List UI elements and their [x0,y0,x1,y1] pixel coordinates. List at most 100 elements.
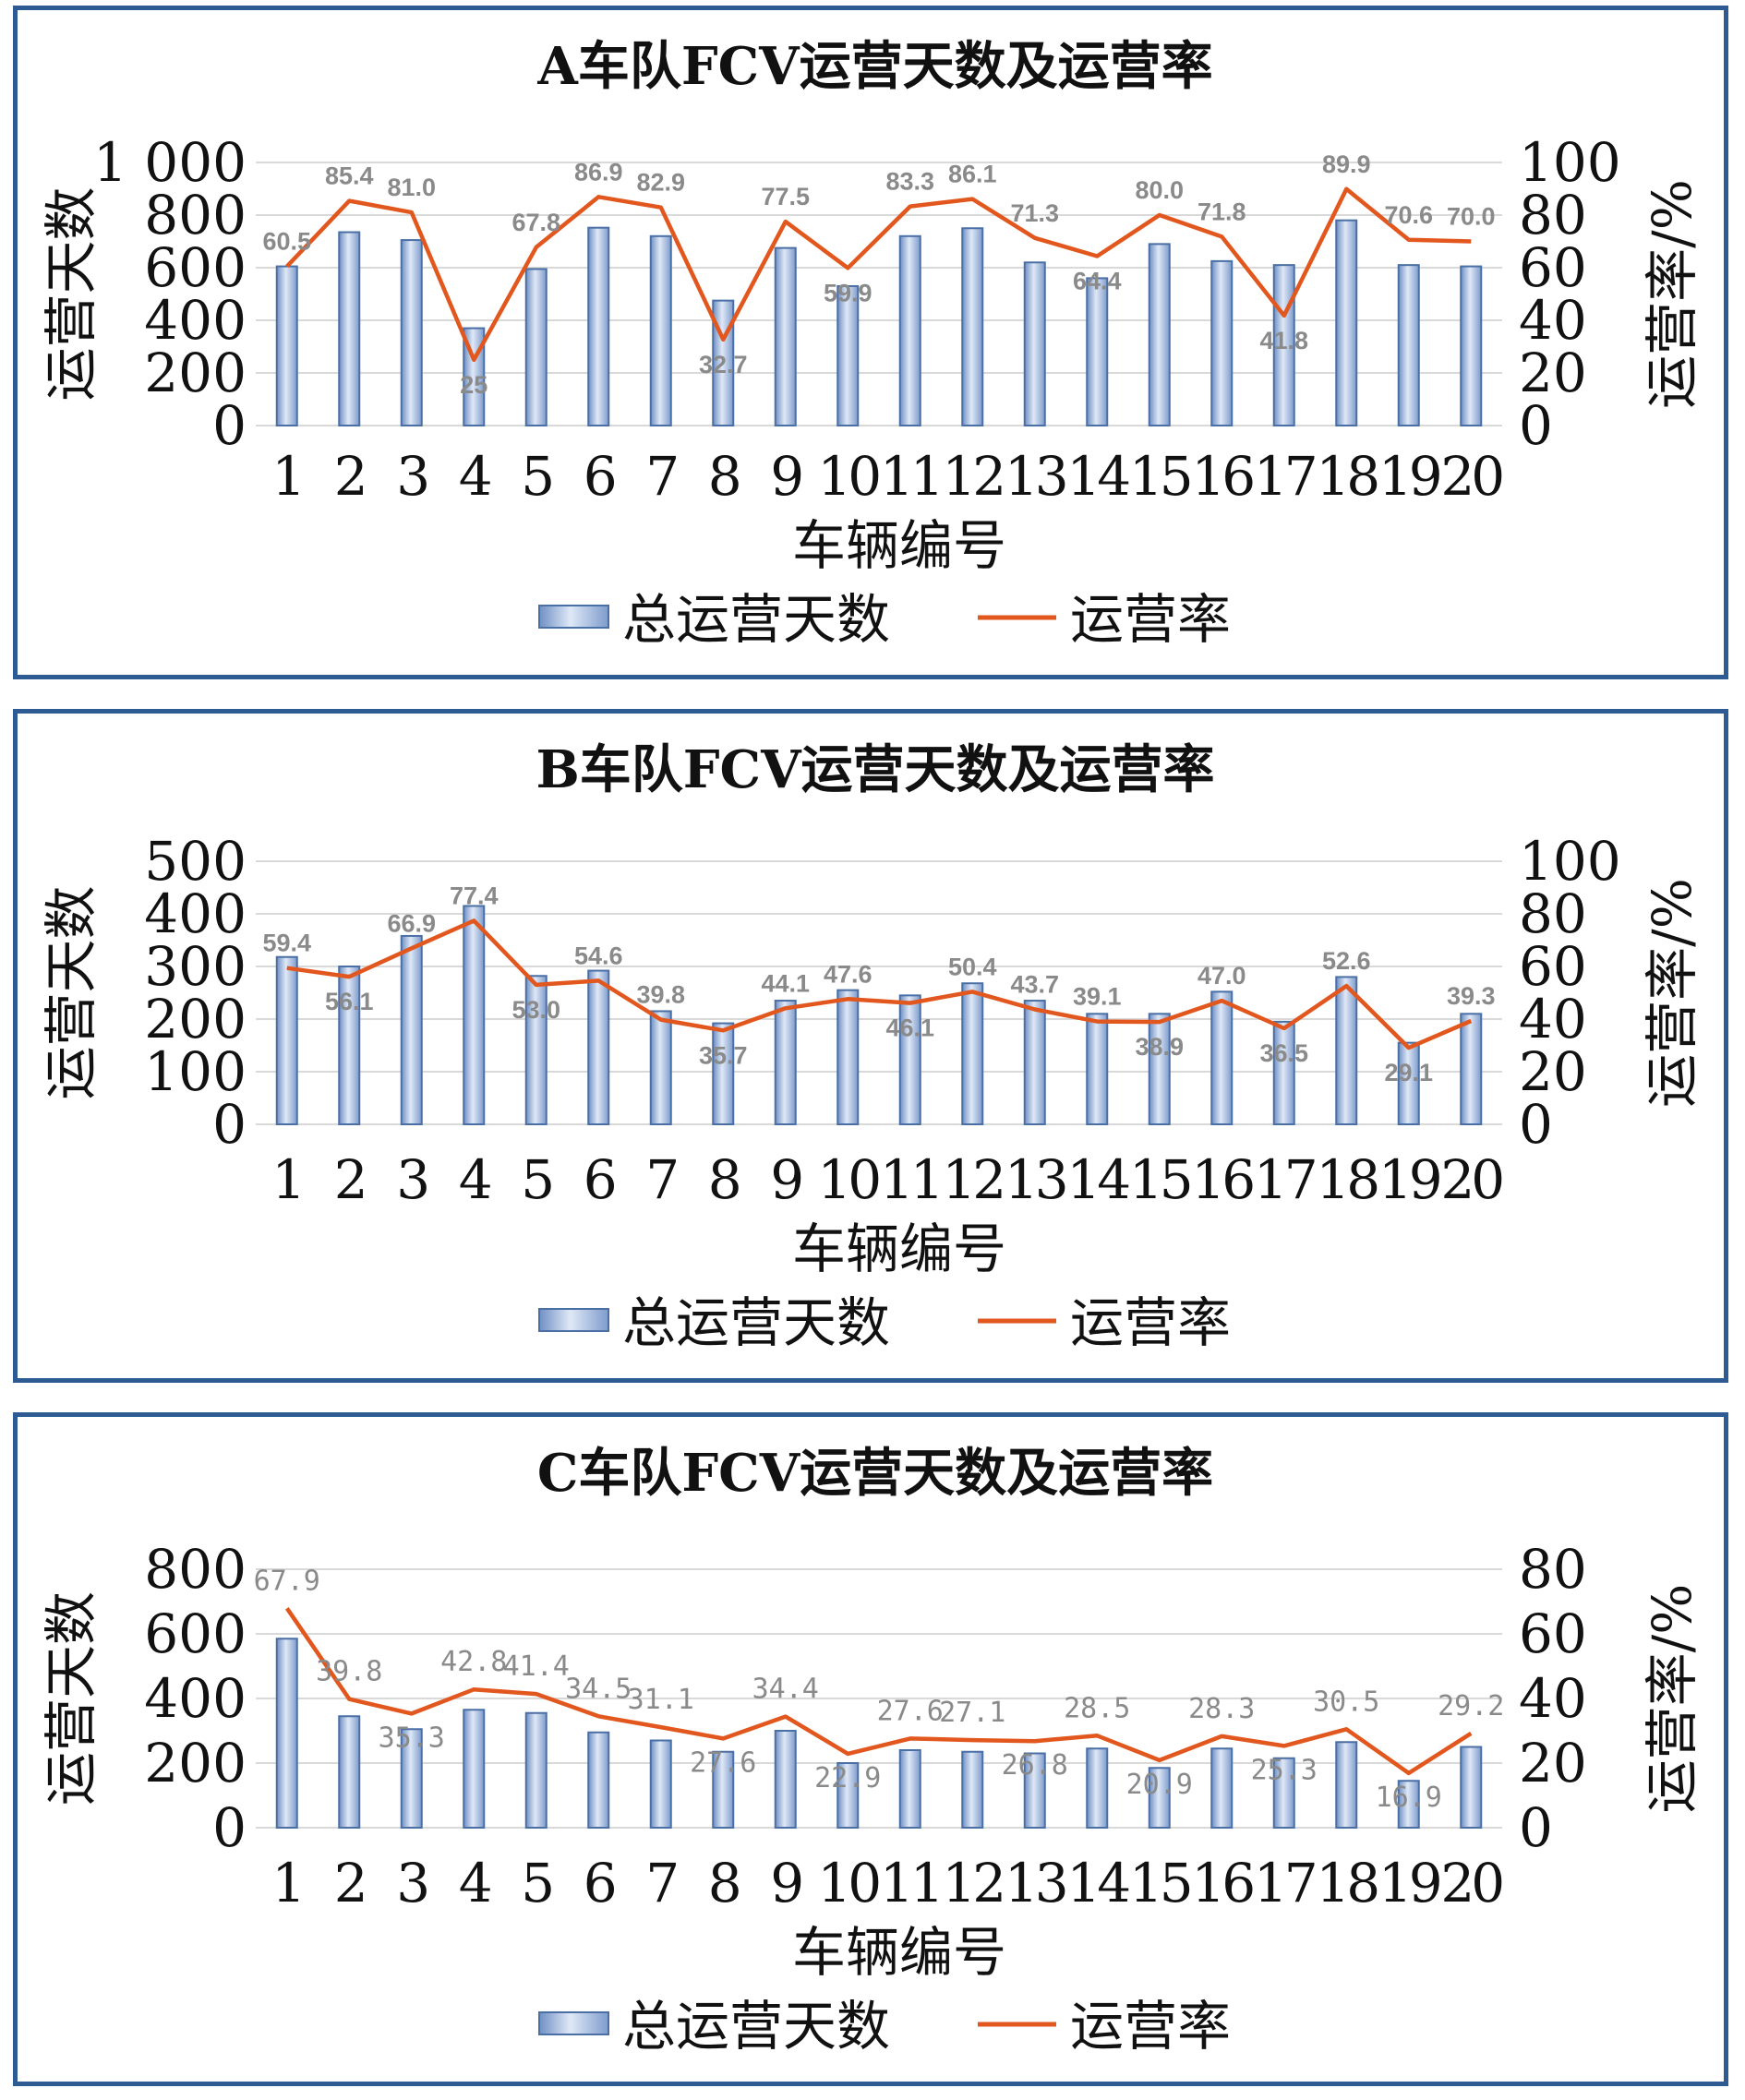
x-axis-label: 车辆编号 [792,514,1006,577]
bar [1148,243,1171,426]
data-label: 81.0 [387,174,436,201]
x-tick: 13 [1005,445,1065,508]
x-tick: 9 [770,1148,800,1211]
data-label: 39.1 [1073,983,1122,1011]
x-tick: 8 [708,1852,739,1914]
bar [1023,1752,1046,1829]
bar [1148,1767,1171,1829]
bar [1335,1741,1358,1829]
data-label: 71.3 [1010,199,1059,227]
bar [1397,264,1420,426]
x-tick: 12 [942,1148,1003,1211]
x-tick: 2 [334,1852,365,1914]
x-tick: 1 [271,1852,302,1914]
legend-label-bar: 总运营天数 [622,588,890,651]
bar [524,268,548,426]
y-axis-label-left: 运营天数 [40,885,102,1099]
x-tick: 18 [1316,1852,1377,1914]
x-tick: 5 [521,1148,551,1211]
x-tick: 3 [396,1852,427,1914]
x-tick: 16 [1191,1148,1253,1211]
x-tick: 11 [880,1852,941,1914]
bar [649,1739,672,1829]
data-label: 35.7 [699,1041,748,1069]
bar [836,1762,860,1829]
x-tick: 17 [1254,1852,1315,1914]
bar [1086,277,1109,426]
data-label: 27.1 [939,1697,1005,1729]
bar [1086,1747,1109,1829]
x-tick: 1 [271,1148,302,1211]
x-tick: 15 [1129,1852,1190,1914]
x-tick: 2 [334,445,365,508]
y-tick-left: 0 [212,1796,247,1859]
y-tick-right: 100 [1519,131,1621,194]
data-label: 28.5 [1064,1692,1130,1724]
x-tick: 5 [521,1852,551,1914]
bar [524,975,548,1126]
y-tick-right: 20 [1519,1040,1587,1103]
bar [587,1731,610,1829]
x-tick: 7 [645,1852,676,1914]
data-label: 31.1 [628,1684,694,1716]
y-tick-right: 40 [1519,1667,1587,1730]
x-tick: 19 [1378,445,1439,508]
legend-label-line: 运营率 [1070,1291,1231,1354]
rate-line [286,918,1473,1050]
y-axis-label-right: 运营率/% [1641,179,1703,409]
x-tick: 10 [817,1852,879,1914]
y-tick-left: 0 [212,394,247,457]
data-label: 66.9 [387,909,436,937]
y-tick-left: 800 [144,184,247,246]
y-tick-left: 0 [212,1093,247,1156]
data-label: 47.0 [1197,962,1246,990]
data-label: 29.1 [1384,1059,1433,1086]
data-label: 56.1 [325,988,374,1015]
y-tick-left: 300 [144,935,247,998]
y-axis-label-left: 运营天数 [40,186,102,401]
data-label: 52.6 [1322,947,1371,975]
bar [338,231,361,426]
data-label: 39.3 [1447,982,1496,1010]
y-tick-left: 200 [144,1732,247,1794]
x-tick: 3 [396,445,427,508]
data-label: 80.0 [1135,176,1184,204]
y-tick-right: 0 [1519,394,1553,457]
y-tick-right: 20 [1519,1732,1587,1794]
chart-b: B车队FCV运营天数及运营率01002003004005000204060801… [40,739,1703,1354]
bar [898,1749,921,1829]
y-tick-right: 60 [1519,236,1587,299]
y-tick-left: 1 000 [93,131,247,194]
data-label: 43.7 [1010,970,1059,998]
x-tick: 9 [770,445,800,508]
y-axis-label-left: 运营天数 [40,1591,102,1806]
y-tick-right: 60 [1519,1602,1587,1665]
data-label: 70.6 [1384,201,1433,229]
y-tick-right: 40 [1519,988,1587,1050]
data-label: 30.5 [1313,1686,1379,1718]
data-label: 25 [460,371,487,399]
bar [275,955,298,1125]
bar [961,982,984,1125]
x-tick: 13 [1005,1148,1065,1211]
data-label: 59.4 [262,930,311,957]
bar [463,905,486,1125]
y-tick-left: 100 [144,1040,247,1103]
bar [774,1730,797,1829]
bar [649,234,672,426]
y-tick-right: 40 [1519,289,1587,352]
bar [1460,265,1483,427]
x-tick: 14 [1066,1852,1128,1914]
x-tick: 20 [1440,1148,1502,1211]
data-label: 64.4 [1073,267,1122,294]
x-tick: 9 [770,1852,800,1914]
bar [774,246,797,426]
data-label: 42.8 [440,1646,507,1678]
data-label: 60.5 [262,228,311,256]
bar [1460,1013,1483,1125]
bar [1272,1757,1295,1829]
data-label: 53.0 [511,996,560,1024]
data-label: 44.1 [761,969,810,997]
legend-bar-swatch [538,605,609,629]
